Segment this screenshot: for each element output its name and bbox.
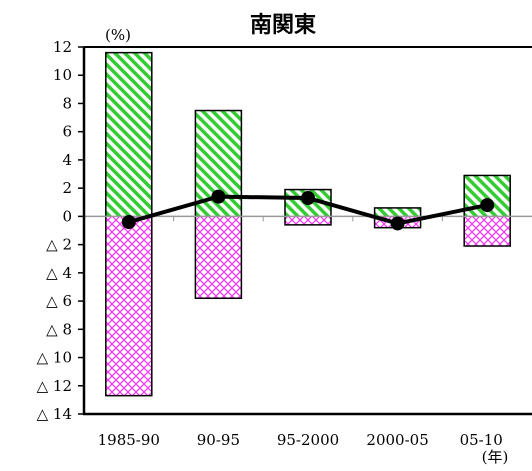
series-point-3: [390, 216, 405, 231]
y-axis: 12 10 8 6 4 2 0 △ 2 △ 4 △ 6 △ 8 △ 10 △ 12 △ 14: [37, 38, 84, 423]
y-tick-label: 10: [53, 66, 72, 84]
series-point-0: [121, 215, 136, 230]
bar-negative-0: [105, 216, 152, 396]
x-unit-label: (年): [482, 448, 509, 466]
y-tick-label: △ 14: [37, 405, 72, 423]
bar-outline-2: [284, 188, 332, 226]
y-tick-label: △ 4: [46, 264, 72, 282]
bar-negative-2: [285, 216, 331, 225]
series-point-4: [480, 198, 495, 213]
series-point-2: [301, 191, 315, 206]
x-axis: 1985-90 90-95 95-2000 2000-05 05-10: [98, 431, 503, 449]
y-tick-label: 8: [62, 94, 72, 112]
x-tick-label: 95-2000: [277, 431, 339, 449]
y-tick-label: 2: [62, 179, 72, 197]
y-tick-label: 6: [62, 123, 72, 141]
y-tick-label: △ 6: [46, 292, 72, 310]
y-tick-label: 12: [53, 38, 72, 56]
bar-negative-1: [195, 216, 242, 299]
bar-positive-3: [374, 207, 421, 217]
y-unit-label: (%): [105, 26, 131, 44]
y-tick-label: 0: [62, 207, 72, 225]
x-tick-label: 2000-05: [366, 431, 428, 449]
y-tick-label: △ 8: [46, 320, 72, 338]
chart-title: 南関東: [250, 13, 316, 38]
y-tick-label: △ 2: [46, 236, 72, 254]
bar-negative-4: [464, 216, 511, 247]
y-tick-label: △ 10: [37, 349, 72, 367]
x-tick-label: 05-10: [460, 431, 503, 449]
y-tick-label: 4: [62, 151, 72, 169]
bar-positive-0: [105, 52, 152, 217]
plot-area: [82, 46, 532, 416]
series-point-1: [211, 189, 226, 204]
y-tick-label: △ 12: [37, 377, 72, 395]
x-tick-label: 1985-90: [98, 431, 160, 449]
bar-outline-0: [105, 51, 153, 397]
x-tick-label: 90-95: [197, 431, 240, 449]
